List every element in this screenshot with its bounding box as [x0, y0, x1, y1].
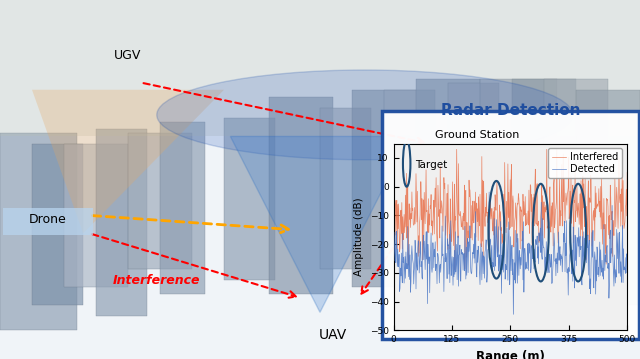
Detected: [599, 266, 607, 270]
FancyBboxPatch shape: [382, 111, 639, 339]
Interfered: [599, 211, 607, 215]
Bar: [512, 79, 576, 294]
Detected: [423, 229, 431, 234]
Interfered: [394, 227, 402, 231]
Bar: [448, 83, 499, 280]
Bar: [64, 144, 128, 287]
X-axis label: Range (m): Range (m): [476, 350, 545, 359]
Interfered: [623, 170, 631, 174]
Bar: [0, 0, 640, 136]
Bar: [480, 79, 557, 251]
Interfered: [468, 238, 476, 242]
Bar: [0, 133, 77, 330]
Detected: [485, 190, 493, 194]
Text: UGV: UGV: [115, 49, 141, 62]
Interfered: [423, 208, 431, 213]
Text: Ground Station: Ground Station: [435, 130, 519, 140]
Bar: [224, 118, 275, 280]
Bar: [544, 79, 608, 258]
Detected: [582, 221, 589, 225]
FancyBboxPatch shape: [3, 208, 93, 235]
Ellipse shape: [157, 70, 573, 160]
Interfered: [390, 218, 397, 222]
Interfered: [453, 147, 461, 151]
Bar: [352, 90, 416, 287]
Bar: [269, 97, 333, 294]
Bar: [384, 90, 435, 233]
Legend: Interfered, Detected: Interfered, Detected: [548, 149, 622, 178]
Text: Drone: Drone: [29, 213, 67, 225]
Text: Target: Target: [415, 160, 447, 170]
Bar: [160, 122, 205, 294]
Bar: [96, 129, 147, 316]
Text: Radar Detection: Radar Detection: [441, 103, 580, 118]
Bar: [576, 90, 640, 305]
Bar: [32, 144, 83, 305]
Detected: [493, 235, 500, 239]
Y-axis label: Amplitude (dB): Amplitude (dB): [354, 197, 364, 276]
Interfered: [451, 267, 459, 272]
Line: Interfered: Interfered: [394, 149, 627, 270]
Bar: [128, 133, 192, 269]
Polygon shape: [32, 90, 224, 233]
Detected: [394, 264, 402, 269]
Interfered: [493, 193, 501, 197]
Detected: [509, 312, 517, 317]
Detected: [467, 272, 475, 276]
Line: Detected: Detected: [394, 192, 627, 314]
Text: UAV: UAV: [319, 328, 347, 342]
Text: Interference: Interference: [398, 164, 485, 177]
Bar: [416, 79, 480, 258]
Interfered: [582, 242, 589, 247]
Text: Interference: Interference: [113, 274, 200, 286]
Polygon shape: [230, 136, 410, 312]
Bar: [320, 108, 371, 269]
Detected: [623, 257, 631, 261]
Detected: [390, 248, 397, 252]
